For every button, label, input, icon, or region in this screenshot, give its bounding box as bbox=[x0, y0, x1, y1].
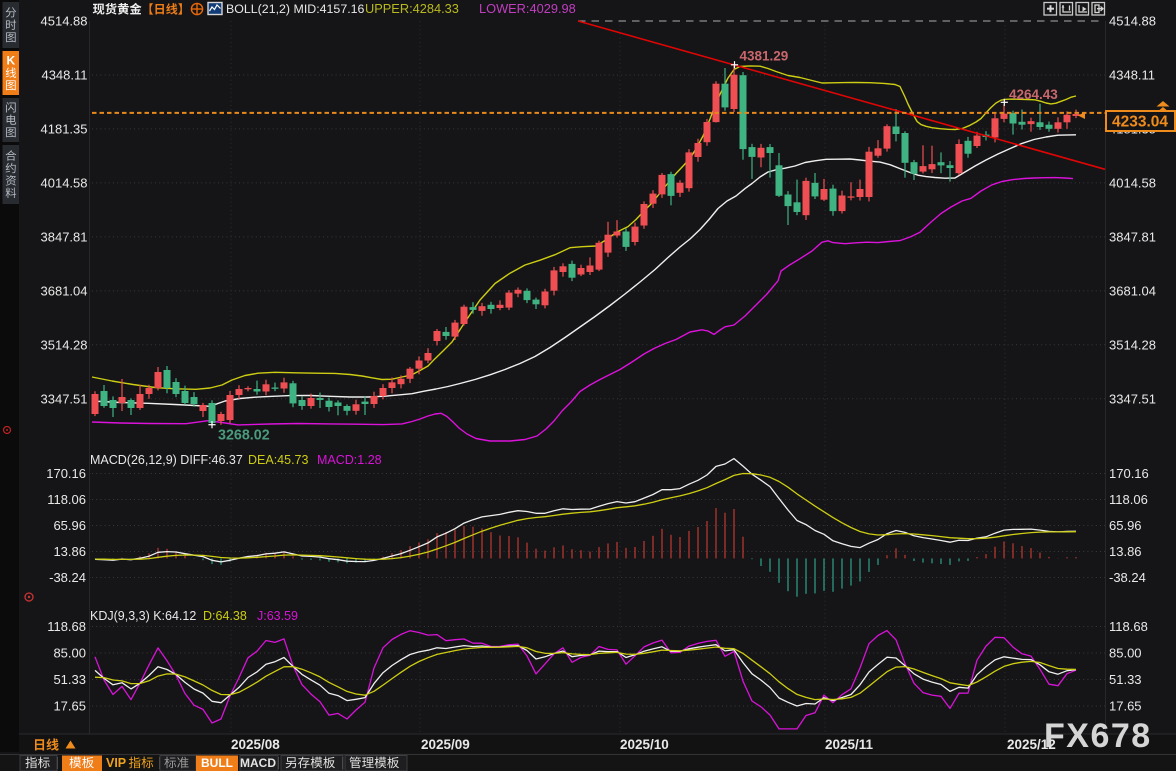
svg-text:3847.81: 3847.81 bbox=[1109, 229, 1156, 244]
svg-text:2025/10: 2025/10 bbox=[620, 737, 669, 752]
svg-text:4181.35: 4181.35 bbox=[41, 121, 88, 136]
svg-text:-38.24: -38.24 bbox=[49, 570, 86, 585]
svg-text:118.06: 118.06 bbox=[47, 492, 86, 507]
svg-text:3847.81: 3847.81 bbox=[41, 229, 88, 244]
svg-text:4014.58: 4014.58 bbox=[41, 175, 88, 190]
svg-text:4264.43: 4264.43 bbox=[1009, 87, 1058, 102]
svg-text:13.86: 13.86 bbox=[1109, 544, 1142, 559]
svg-text:D:64.38: D:64.38 bbox=[203, 609, 247, 623]
svg-text:4348.11: 4348.11 bbox=[1109, 68, 1155, 83]
svg-text:4233.04: 4233.04 bbox=[1112, 114, 1168, 131]
svg-text:2025/12: 2025/12 bbox=[1007, 737, 1056, 752]
svg-text:13.86: 13.86 bbox=[53, 544, 86, 559]
svg-text:4348.11: 4348.11 bbox=[41, 68, 87, 83]
svg-text:51.33: 51.33 bbox=[1109, 672, 1142, 687]
svg-text:4381.29: 4381.29 bbox=[740, 49, 789, 64]
svg-text:4514.88: 4514.88 bbox=[1109, 14, 1156, 29]
svg-text:3681.04: 3681.04 bbox=[41, 283, 88, 298]
svg-text:FX678: FX678 bbox=[1044, 717, 1152, 755]
svg-text:2025/11: 2025/11 bbox=[825, 737, 874, 752]
svg-text:85.00: 85.00 bbox=[53, 646, 86, 661]
svg-text:J:63.59: J:63.59 bbox=[257, 609, 298, 623]
svg-text:MACD:1.28: MACD:1.28 bbox=[317, 453, 382, 467]
svg-text:4014.58: 4014.58 bbox=[1109, 175, 1156, 190]
svg-text:17.65: 17.65 bbox=[53, 699, 86, 714]
svg-text:KDJ(9,3,3) K:64.12: KDJ(9,3,3) K:64.12 bbox=[90, 609, 196, 623]
svg-text:LOWER:4029.98: LOWER:4029.98 bbox=[479, 1, 576, 16]
svg-text:MACD: MACD bbox=[240, 756, 276, 770]
svg-text:-38.24: -38.24 bbox=[1109, 570, 1146, 585]
svg-text:170.16: 170.16 bbox=[1109, 466, 1149, 481]
svg-text:3514.28: 3514.28 bbox=[1109, 337, 1156, 352]
svg-text:118.68: 118.68 bbox=[47, 619, 86, 634]
svg-text:3268.02: 3268.02 bbox=[218, 428, 270, 444]
svg-text:VIP: VIP bbox=[106, 756, 126, 770]
svg-text:DEA:45.73: DEA:45.73 bbox=[248, 453, 309, 467]
svg-text:3347.51: 3347.51 bbox=[1109, 391, 1156, 406]
svg-text:85.00: 85.00 bbox=[1109, 646, 1142, 661]
svg-text:17.65: 17.65 bbox=[1109, 699, 1142, 714]
svg-text:170.16: 170.16 bbox=[46, 466, 86, 481]
svg-text:3347.51: 3347.51 bbox=[41, 391, 88, 406]
svg-text:65.96: 65.96 bbox=[1109, 518, 1142, 533]
svg-text:51.33: 51.33 bbox=[53, 672, 86, 687]
svg-text:3514.28: 3514.28 bbox=[41, 337, 88, 352]
svg-text:118.68: 118.68 bbox=[1109, 619, 1148, 634]
svg-text:MACD(26,12,9) DIFF:46.37: MACD(26,12,9) DIFF:46.37 bbox=[90, 453, 243, 467]
svg-text:65.96: 65.96 bbox=[53, 518, 86, 533]
svg-text:BOLL(21,2) MID:4157.16: BOLL(21,2) MID:4157.16 bbox=[226, 2, 365, 16]
svg-text:4514.88: 4514.88 bbox=[41, 14, 88, 29]
svg-text:BULL: BULL bbox=[201, 756, 233, 770]
svg-text:3681.04: 3681.04 bbox=[1109, 283, 1156, 298]
svg-text:2025/09: 2025/09 bbox=[421, 737, 470, 752]
svg-text:2025/08: 2025/08 bbox=[231, 737, 280, 752]
svg-text:118.06: 118.06 bbox=[1109, 492, 1148, 507]
svg-text:UPPER:4284.33: UPPER:4284.33 bbox=[365, 1, 459, 16]
svg-text:K: K bbox=[6, 54, 15, 68]
